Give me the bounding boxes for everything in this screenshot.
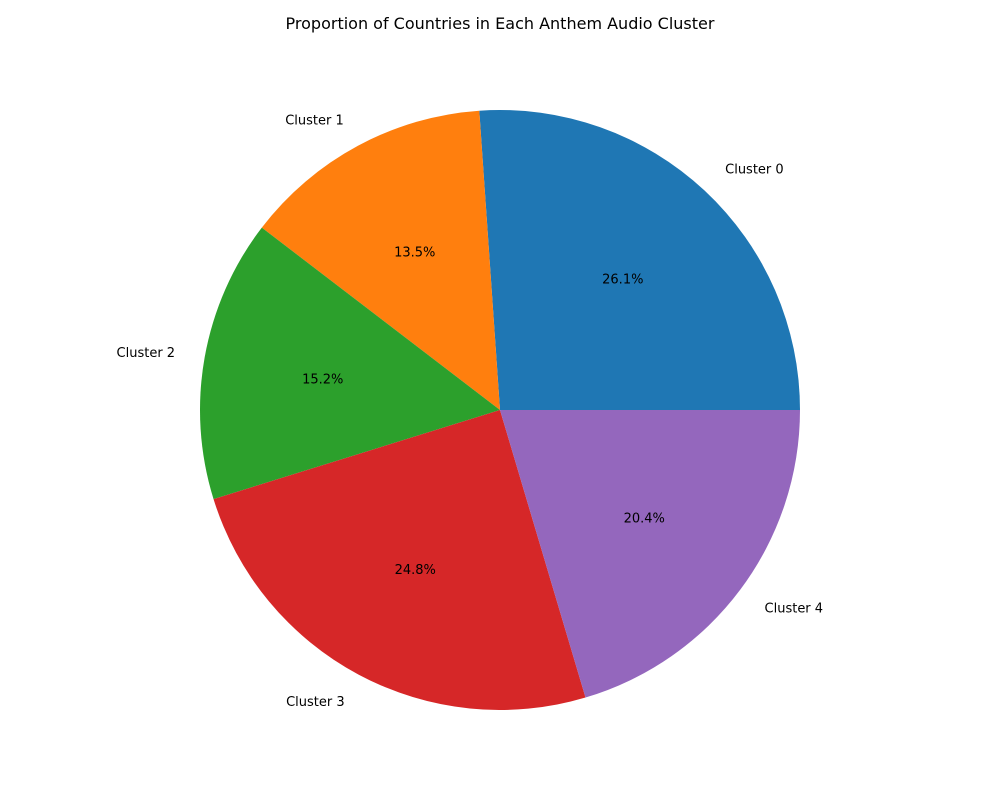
pie-slice-cluster-0 — [479, 110, 800, 410]
pie-slice-cluster-1 — [261, 110, 500, 410]
pct-label-cluster-4: 20.4% — [624, 512, 665, 527]
pie-labels: Cluster 0 26.1% Cluster 1 13.5% Cluster 2 15.… — [117, 113, 824, 710]
slice-label-cluster-1: Cluster 1 — [285, 113, 344, 128]
pie-slices — [199, 110, 800, 711]
chart-title: Proportion of Countries in Each Anthem A… — [286, 14, 715, 33]
slice-label-cluster-4: Cluster 4 — [765, 601, 824, 616]
pie-slice-cluster-2 — [199, 227, 500, 500]
pct-label-cluster-1: 13.5% — [394, 245, 435, 260]
pie-slice-cluster-3 — [213, 410, 586, 711]
slice-label-cluster-2: Cluster 2 — [117, 346, 176, 361]
pie-slice-cluster-4 — [500, 410, 800, 698]
slice-label-cluster-0: Cluster 0 — [725, 163, 784, 178]
slice-label-cluster-3: Cluster 3 — [286, 695, 345, 710]
pct-label-cluster-3: 24.8% — [395, 563, 436, 578]
pct-label-cluster-2: 15.2% — [302, 373, 343, 388]
pct-label-cluster-0: 26.1% — [602, 272, 643, 287]
